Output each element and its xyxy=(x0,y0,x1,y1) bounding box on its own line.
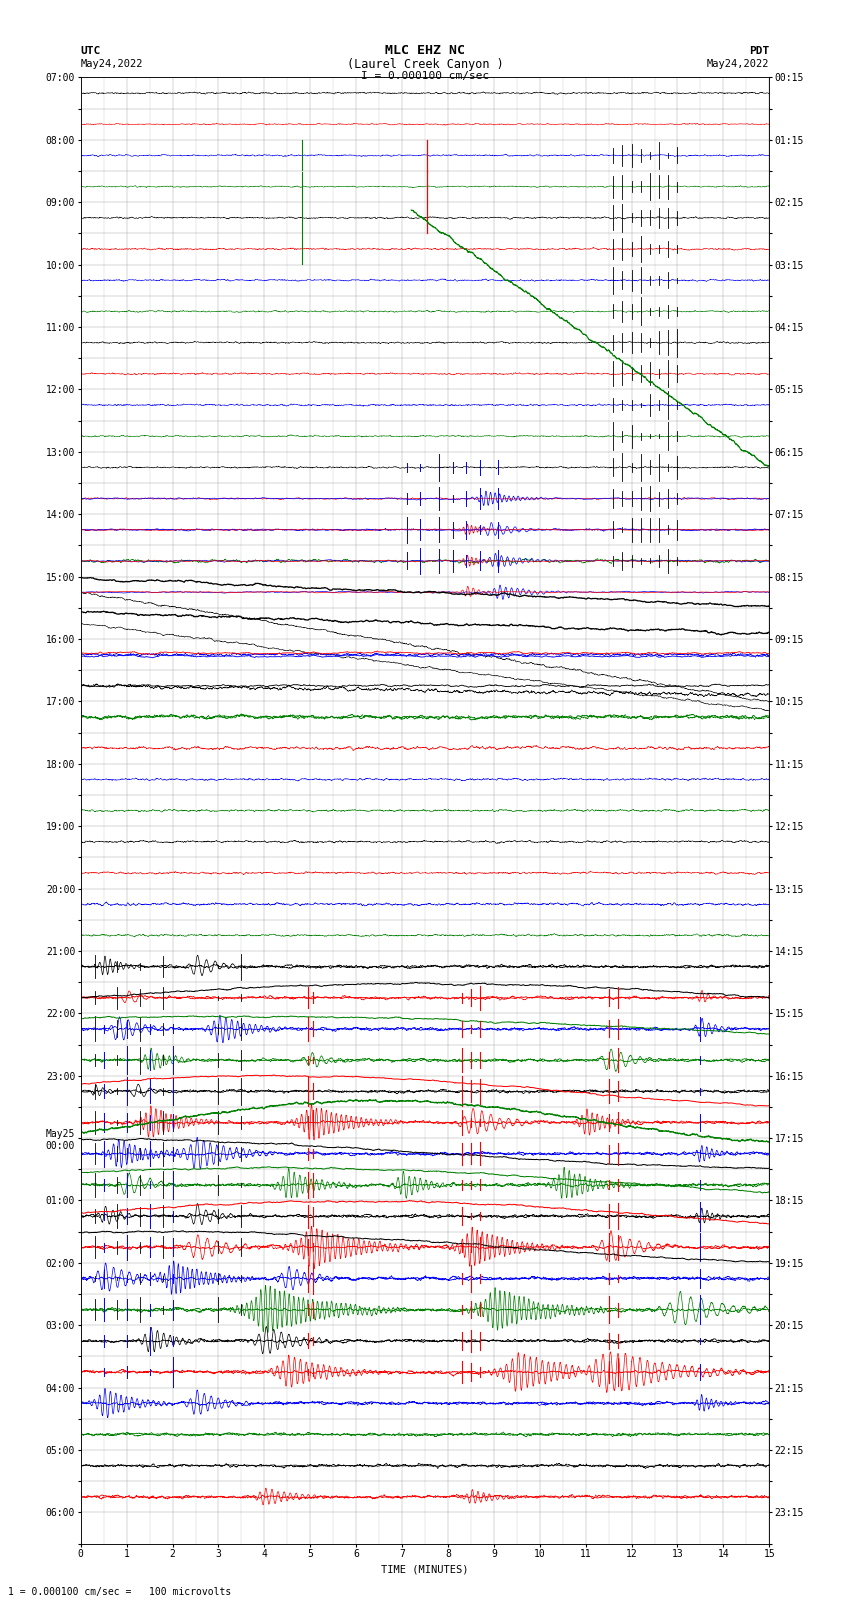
X-axis label: TIME (MINUTES): TIME (MINUTES) xyxy=(382,1565,468,1574)
Text: May24,2022: May24,2022 xyxy=(706,58,769,69)
Text: MLC EHZ NC: MLC EHZ NC xyxy=(385,44,465,58)
Text: PDT: PDT xyxy=(749,45,769,56)
Text: (Laurel Creek Canyon ): (Laurel Creek Canyon ) xyxy=(347,58,503,71)
Text: I = 0.000100 cm/sec: I = 0.000100 cm/sec xyxy=(361,71,489,81)
Text: May24,2022: May24,2022 xyxy=(81,58,144,69)
Text: UTC: UTC xyxy=(81,45,101,56)
Text: 1 = 0.000100 cm/sec =   100 microvolts: 1 = 0.000100 cm/sec = 100 microvolts xyxy=(8,1587,232,1597)
